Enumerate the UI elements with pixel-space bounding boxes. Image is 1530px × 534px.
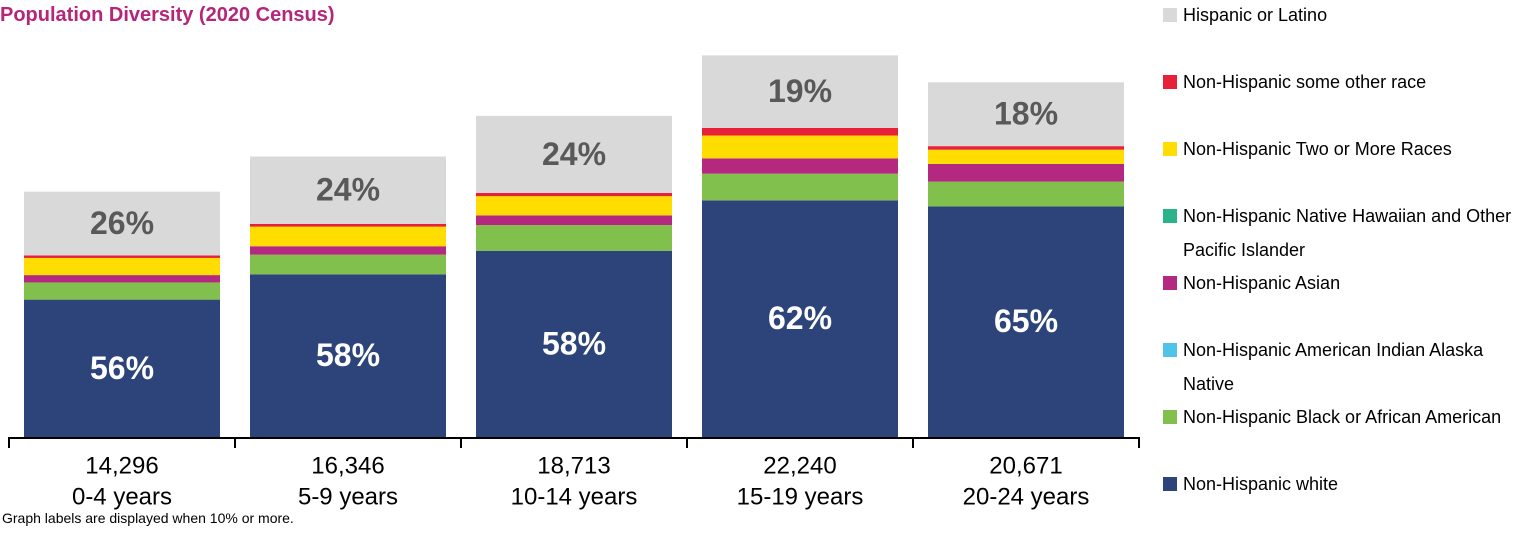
data-label: 24% xyxy=(316,172,380,208)
total-label: 18,713 xyxy=(537,452,610,479)
bar-segment xyxy=(928,206,1124,437)
legend-item: Non-Hispanic Native Hawaiian and Other P… xyxy=(1163,199,1530,266)
bar-segment xyxy=(928,149,1124,164)
legend-swatch xyxy=(1163,209,1177,223)
data-label: 26% xyxy=(90,205,154,241)
legend-item: Non-Hispanic some other race xyxy=(1163,65,1530,132)
bar-segment xyxy=(702,200,898,437)
chart-note: Graph labels are displayed when 10% or m… xyxy=(2,510,294,526)
total-label: 22,240 xyxy=(763,452,836,479)
total-label: 14,296 xyxy=(85,452,158,479)
bar-segment xyxy=(476,225,672,251)
legend-label: Non-Hispanic Black or African American xyxy=(1183,407,1502,427)
legend-item: Non-Hispanic Two or More Races xyxy=(1163,132,1530,199)
legend-item: Non-Hispanic white xyxy=(1163,467,1530,534)
chart-title: Population Diversity (2020 Census) xyxy=(0,4,335,26)
legend-label: Non-Hispanic American Indian Alaska Nati… xyxy=(1183,340,1484,394)
bar-segment xyxy=(250,223,446,227)
bar-segment xyxy=(24,299,220,437)
legend-item: Hispanic or Latino xyxy=(1163,0,1530,65)
chart: 56% 26% 14,296 0-4 years 58% 24% 16,346 5-9 yea… xyxy=(8,55,1140,510)
legend-label: Non-Hispanic Asian xyxy=(1183,273,1341,293)
bar-segment xyxy=(24,191,220,256)
legend-label: Non-Hispanic Two or More Races xyxy=(1183,139,1452,159)
data-label: 18% xyxy=(994,96,1058,132)
bar-segment xyxy=(476,196,672,216)
legend-swatch xyxy=(1163,410,1177,424)
legend-swatch xyxy=(1163,142,1177,156)
bar-segment xyxy=(24,282,220,300)
data-label: 56% xyxy=(90,350,154,386)
bar-segment xyxy=(702,158,898,174)
bar-segment xyxy=(476,250,672,437)
bar-segment xyxy=(24,275,220,283)
bar-segment xyxy=(476,115,672,193)
bar-segment xyxy=(928,163,1124,182)
bar-segment xyxy=(24,257,220,276)
legend: Hispanic or Latino Non-Hispanic some othe… xyxy=(1163,0,1530,534)
data-label: 58% xyxy=(316,337,380,373)
total-label: 20,671 xyxy=(989,452,1062,479)
bar-segment xyxy=(702,173,898,201)
data-label: 62% xyxy=(768,300,832,336)
data-label: 58% xyxy=(542,325,606,361)
legend-item: Non-Hispanic American Indian Alaska Nati… xyxy=(1163,333,1530,400)
x-tick-label: 15-19 years xyxy=(737,483,864,510)
legend-label: Non-Hispanic white xyxy=(1183,474,1339,494)
x-tick-label: 0-4 years xyxy=(72,483,172,510)
bar-segment xyxy=(250,246,446,255)
bar-segment xyxy=(476,215,672,226)
bar-segment xyxy=(250,254,446,275)
bar-segment xyxy=(250,226,446,247)
data-label: 65% xyxy=(994,303,1058,339)
bar-segment xyxy=(928,181,1124,207)
bar-segment xyxy=(702,127,898,136)
legend-label: Hispanic or Latino xyxy=(1183,5,1328,25)
total-label: 16,346 xyxy=(311,452,384,479)
bar-segment xyxy=(702,135,898,159)
bar-segment xyxy=(476,192,672,197)
data-label: 19% xyxy=(768,73,832,109)
legend-item: Non-Hispanic Asian xyxy=(1163,266,1530,333)
bar-segment xyxy=(24,255,220,258)
bar-segment xyxy=(702,55,898,128)
x-tick-label: 20-24 years xyxy=(963,483,1090,510)
x-tick-label: 5-9 years xyxy=(298,483,398,510)
legend-swatch xyxy=(1163,75,1177,89)
bar-segment xyxy=(250,274,446,437)
x-tick-label: 10-14 years xyxy=(511,483,638,510)
bar-segment xyxy=(928,82,1124,147)
legend-swatch xyxy=(1163,8,1177,22)
legend-swatch xyxy=(1163,477,1177,491)
legend-item: Non-Hispanic Black or African American xyxy=(1163,400,1530,467)
bar-segment xyxy=(250,156,446,224)
legend-label: Non-Hispanic Native Hawaiian and Other P… xyxy=(1183,206,1512,260)
legend-swatch xyxy=(1163,343,1177,357)
data-label: 24% xyxy=(542,136,606,172)
legend-swatch xyxy=(1163,276,1177,290)
legend-label: Non-Hispanic some other race xyxy=(1183,72,1427,92)
bar-segment xyxy=(928,146,1124,150)
